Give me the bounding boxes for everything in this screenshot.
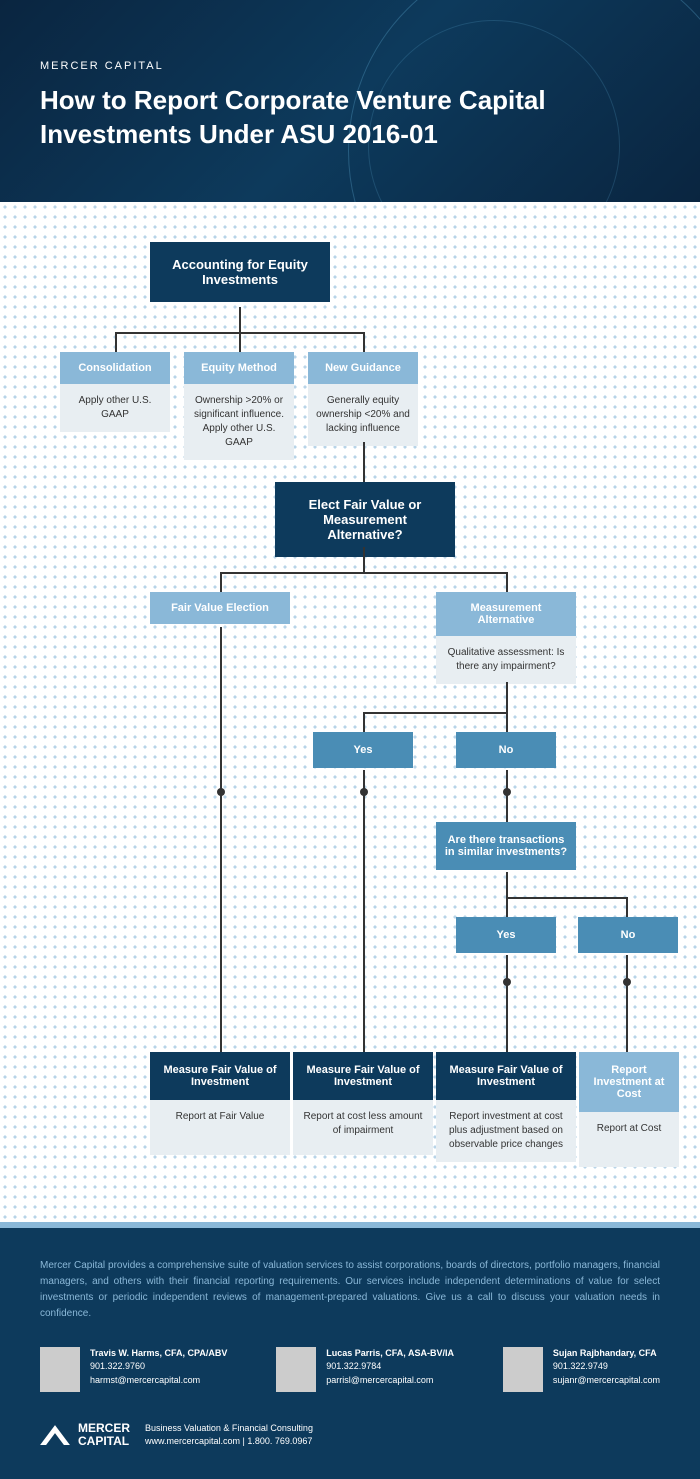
contact-name: Lucas Parris, CFA, ASA-BV/IA <box>326 1347 454 1361</box>
contact-2: Sujan Rajbhandary, CFA 901.322.9749 suja… <box>503 1347 660 1392</box>
brand-tagline-2: www.mercercapital.com | 1.800. 769.0967 <box>145 1435 313 1449</box>
node-q2: Are there transactions in similar invest… <box>436 822 576 870</box>
brand-name-2: CAPITAL <box>78 1435 130 1448</box>
contacts-row: Travis W. Harms, CFA, CPA/ABV 901.322.97… <box>40 1347 660 1392</box>
node-q1: Elect Fair Value or Measurement Alternat… <box>275 482 455 557</box>
node-no-2: No <box>578 917 678 953</box>
avatar <box>276 1347 316 1392</box>
header: MERCER CAPITAL How to Report Corporate V… <box>0 0 700 202</box>
contact-phone: 901.322.9760 <box>90 1360 227 1374</box>
node-outcome-2: Measure Fair Value of Investment Report … <box>436 1052 576 1162</box>
brand-logo: MERCER CAPITAL <box>40 1422 130 1448</box>
node-outcome-3: Report Investment at Cost Report at Cost <box>579 1052 679 1167</box>
node-new-guidance: New Guidance Generally equity ownership … <box>308 352 418 446</box>
contact-1: Lucas Parris, CFA, ASA-BV/IA 901.322.978… <box>276 1347 454 1392</box>
contact-email: sujanr@mercercapital.com <box>553 1374 660 1388</box>
contact-phone: 901.322.9784 <box>326 1360 454 1374</box>
node-outcome-0: Measure Fair Value of Investment Report … <box>150 1052 290 1155</box>
footer-description: Mercer Capital provides a comprehensive … <box>40 1258 660 1322</box>
node-consolidation: Consolidation Apply other U.S. GAAP <box>60 352 170 432</box>
node-fair-value-election: Fair Value Election <box>150 592 290 624</box>
header-title: How to Report Corporate Venture Capital … <box>40 84 660 152</box>
flowchart: Accounting for Equity Investments Consol… <box>20 242 680 1162</box>
contact-0: Travis W. Harms, CFA, CPA/ABV 901.322.97… <box>40 1347 227 1392</box>
node-outcome-1: Measure Fair Value of Investment Report … <box>293 1052 433 1155</box>
contact-email: parrisl@mercercapital.com <box>326 1374 454 1388</box>
node-equity-method: Equity Method Ownership >20% or signific… <box>184 352 294 460</box>
footer-brand: MERCER CAPITAL Business Valuation & Fina… <box>40 1422 660 1449</box>
header-kicker: MERCER CAPITAL <box>40 60 660 72</box>
avatar <box>40 1347 80 1392</box>
footer: Mercer Capital provides a comprehensive … <box>0 1222 700 1479</box>
node-measurement-alt: Measurement Alternative Qualitative asse… <box>436 592 576 684</box>
contact-email: harmst@mercercapital.com <box>90 1374 227 1388</box>
node-yes-1: Yes <box>313 732 413 768</box>
avatar <box>503 1347 543 1392</box>
contact-phone: 901.322.9749 <box>553 1360 660 1374</box>
node-no-1: No <box>456 732 556 768</box>
brand-tagline-1: Business Valuation & Financial Consultin… <box>145 1422 313 1436</box>
contact-name: Travis W. Harms, CFA, CPA/ABV <box>90 1347 227 1361</box>
flowchart-container: Accounting for Equity Investments Consol… <box>0 202 700 1222</box>
node-yes-2: Yes <box>456 917 556 953</box>
brand-icon <box>40 1425 70 1445</box>
contact-name: Sujan Rajbhandary, CFA <box>553 1347 660 1361</box>
node-root: Accounting for Equity Investments <box>150 242 330 302</box>
